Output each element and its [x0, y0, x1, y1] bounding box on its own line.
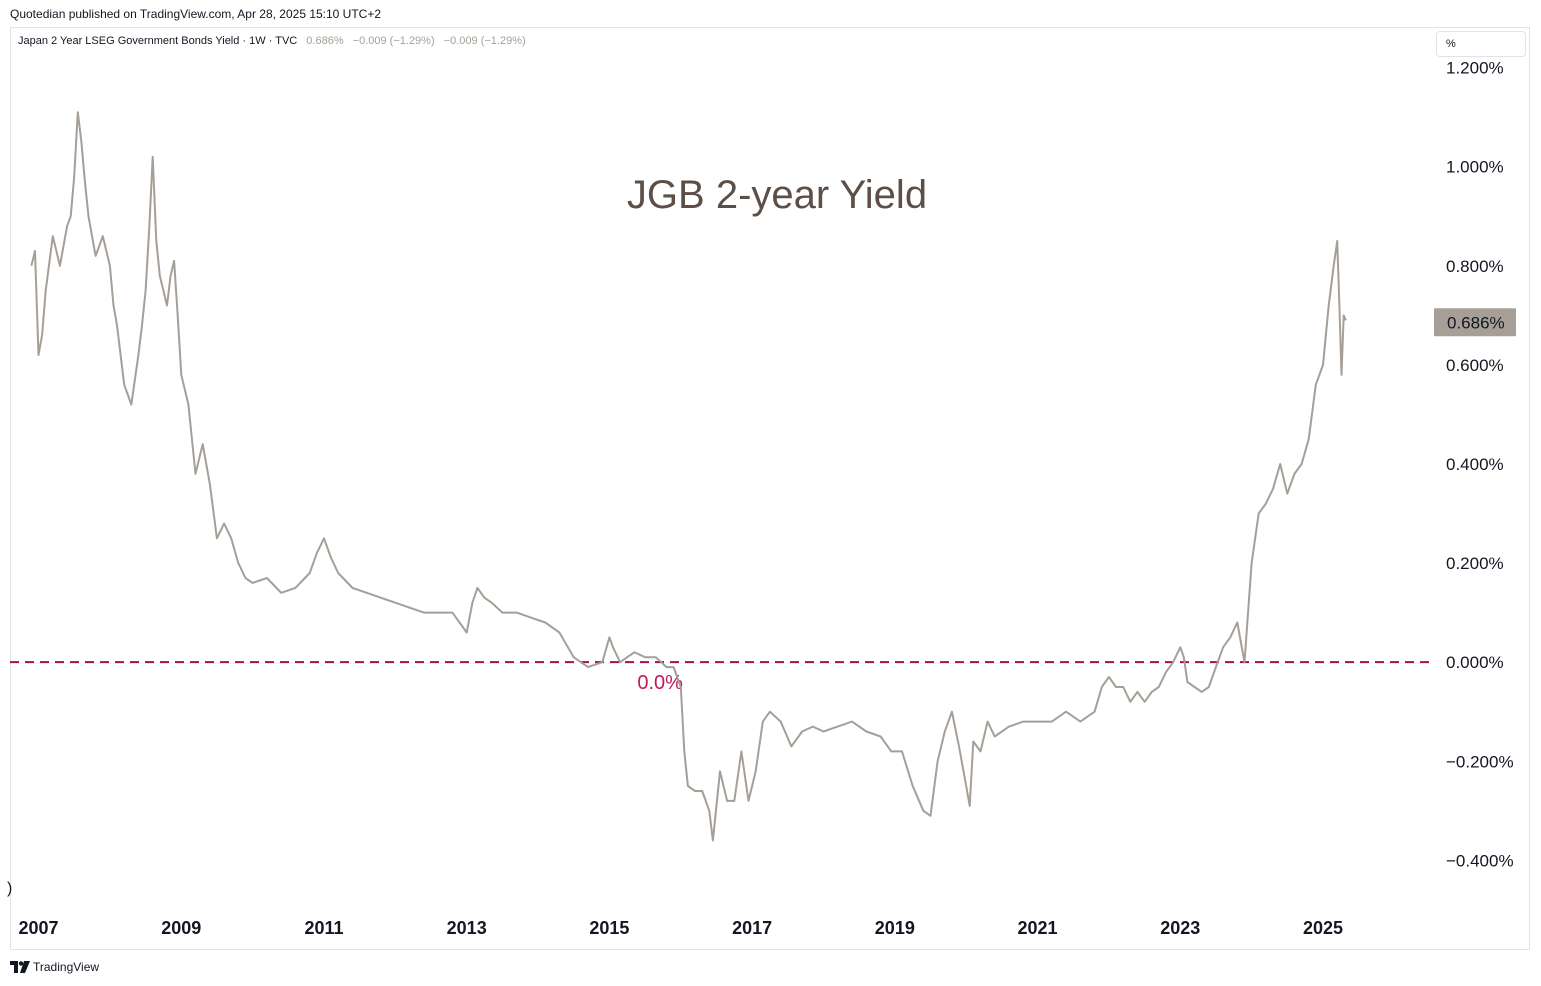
chart-frame — [10, 27, 1530, 950]
y-tick-label: −0.200% — [1446, 752, 1514, 771]
publisher-attribution: Quotedian published on TradingView.com, … — [10, 7, 382, 21]
zero-line-label: 0.0% — [637, 672, 683, 694]
x-tick-label: 2019 — [875, 918, 915, 938]
x-tick-label: 2011 — [304, 918, 343, 938]
y-tick-label: 1.200% — [1446, 59, 1504, 78]
y-tick-label: 1.000% — [1446, 158, 1504, 177]
chart-title: JGB 2-year Yield — [627, 173, 927, 217]
symbol-legend: Japan 2 Year LSEG Government Bonds Yield… — [18, 35, 532, 47]
x-axis: 2007 2009 2011 2013 2015 2017 2019 2021 2023 2025 — [19, 918, 1343, 938]
y-tick-label: 0.800% — [1446, 257, 1504, 276]
symbol-description: Japan 2 Year LSEG Government Bonds Yield… — [18, 35, 298, 47]
collapse-handle-icon[interactable]: ) — [7, 880, 13, 897]
x-tick-label: 2021 — [1018, 918, 1058, 938]
x-tick-label: 2017 — [732, 918, 772, 938]
x-tick-label: 2025 — [1303, 918, 1343, 938]
tradingview-logo[interactable]: TradingView — [10, 960, 99, 974]
tradingview-logo-icon — [10, 961, 30, 973]
y-axis: 1.200% 1.000% 0.800% 0.600% 0.400% 0.200% 0.00… — [1446, 59, 1514, 871]
legend-values: 0.686% −0.009 (−1.29%) −0.009 (−1.29%) — [306, 35, 531, 47]
y-tick-label: 0.000% — [1446, 653, 1504, 672]
price-scale-unit-button[interactable]: % — [1436, 31, 1526, 57]
x-tick-label: 2007 — [19, 918, 59, 938]
y-tick-label: −0.400% — [1446, 851, 1514, 870]
y-tick-label: 0.600% — [1446, 356, 1504, 375]
x-tick-label: 2015 — [589, 918, 629, 938]
x-tick-label: 2013 — [447, 918, 487, 938]
legend-last-value: 0.686% — [306, 35, 344, 47]
last-value-badge-bg — [1434, 308, 1516, 337]
last-value-badge: 0.686% — [1434, 308, 1516, 337]
yield-series-line — [30, 111, 1347, 842]
legend-change-2: −0.009 (−1.29%) — [443, 35, 526, 47]
y-tick-label: 0.200% — [1446, 554, 1504, 573]
y-tick-label: 0.400% — [1446, 455, 1504, 474]
x-tick-label: 2023 — [1160, 918, 1200, 938]
legend-change: −0.009 (−1.29%) — [352, 35, 435, 47]
x-tick-label: 2009 — [161, 918, 201, 938]
last-value-badge-label: 0.686% — [1447, 313, 1505, 332]
tradingview-brand-text: TradingView — [33, 960, 100, 974]
